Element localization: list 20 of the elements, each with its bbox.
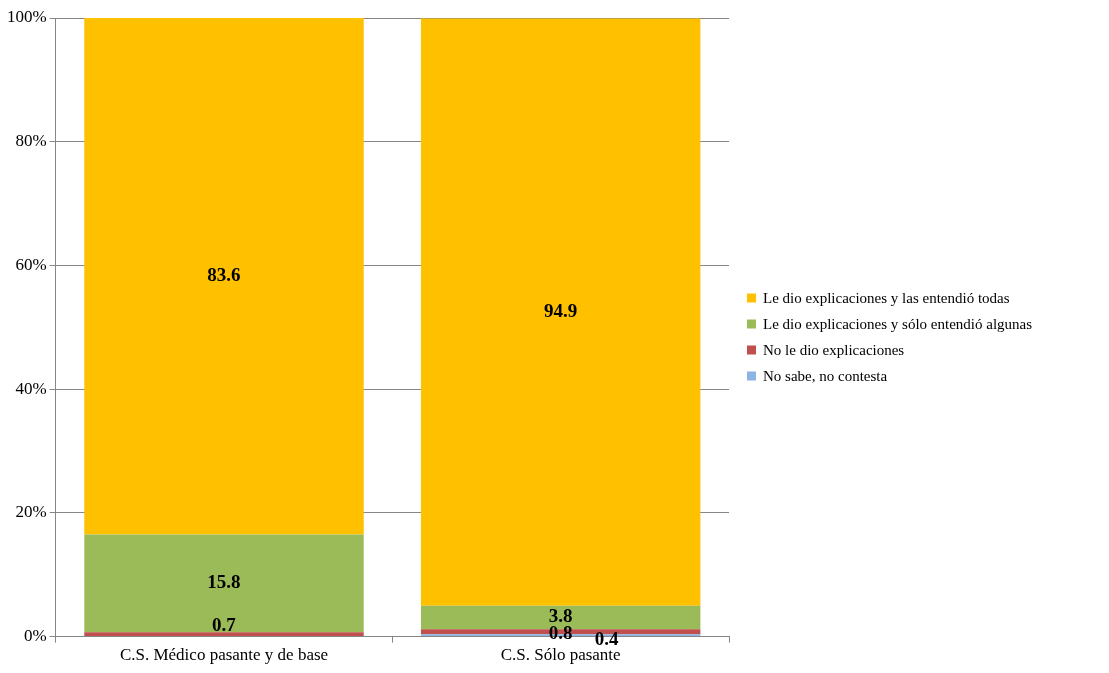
legend-label: Le dio explicaciones y las entendió todas [763,289,1010,306]
y-tick-label: 40% [15,378,47,398]
data-label: 0.7 [212,614,237,636]
data-label: 83.6 [207,263,241,285]
legend-label: No sabe, no contesta [763,367,888,384]
y-tick-label: 0% [23,626,47,646]
bar [84,632,364,637]
y-tick-label: 20% [15,502,47,522]
bar [84,18,364,535]
legend-label: No le dio explicaciones [763,341,905,358]
x-tick-label: C.S. Médico pasante y de base [119,645,329,665]
bar [84,534,364,633]
y-tick-label: 80% [15,131,47,151]
data-label: 15.8 [207,571,241,593]
y-tick-label: 100% [6,7,47,27]
data-label: 3.8 [548,605,573,627]
bar [420,18,701,606]
legend-label: Le dio explicaciones y sólo entendió algunas [763,315,1033,332]
y-tick-label: 60% [15,254,47,274]
data-label: 94.9 [544,300,578,322]
